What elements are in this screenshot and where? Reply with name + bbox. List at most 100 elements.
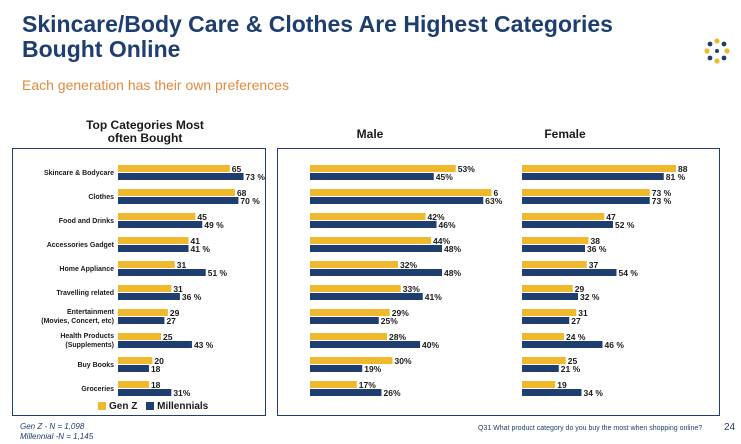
chart-legend: Gen Z Millennials (98, 401, 214, 412)
data-label: 31 (177, 260, 187, 270)
data-label: 6 (494, 188, 499, 198)
genz-bar-0 (118, 237, 189, 244)
data-label: 63% (485, 196, 502, 206)
data-label: 32% (400, 260, 417, 270)
millennials-bar-0 (118, 293, 180, 300)
data-label: 41 % (191, 244, 211, 254)
data-label: 68 (237, 188, 247, 198)
data-label: 19 (557, 380, 567, 390)
legend-label-genz: Gen Z (109, 401, 138, 412)
data-label: 40% (422, 340, 439, 350)
data-label: 18 (151, 364, 161, 374)
data-label: 21 % (561, 364, 581, 374)
data-label: 38 (591, 236, 601, 246)
data-label: 29 (170, 308, 180, 318)
category-label: Groceries (81, 386, 114, 393)
data-label: 53% (458, 164, 475, 174)
category-label: Clothes (88, 194, 114, 201)
data-label: 32 % (580, 292, 600, 302)
data-label: 42% (428, 212, 445, 222)
data-label: 33% (403, 284, 420, 294)
genz-bar-0 (118, 381, 149, 388)
genz-bar-2 (522, 237, 589, 244)
data-label: 45 (197, 212, 207, 222)
millennials-bar-1 (310, 341, 420, 348)
millennials-bar-0 (118, 365, 149, 372)
data-label: 27 (571, 316, 581, 326)
data-label: 81 % (666, 172, 686, 182)
category-label: Food and Drinks (59, 218, 114, 225)
data-label: 29 (575, 284, 585, 294)
page-title: Skincare/Body Care & Clothes Are Highest… (22, 11, 613, 62)
millennial-sample-note: Millennial -N = 1,145 (20, 432, 94, 441)
genz-bar-0 (118, 261, 175, 268)
data-label: 25 (568, 356, 578, 366)
data-label: 17% (359, 380, 376, 390)
genz-bar-2 (522, 285, 573, 292)
survey-question: Q31 What product category do you buy the… (478, 425, 703, 432)
data-label: 36 % (182, 292, 202, 302)
genz-bar-2 (522, 381, 556, 388)
data-label: 46% (439, 220, 456, 230)
genz-bar-0 (118, 333, 161, 340)
genz-bar-2 (522, 261, 587, 268)
millennials-bar-0 (118, 341, 192, 348)
genz-bar-1 (310, 381, 357, 388)
legend-item-millennials: Millennials (146, 401, 208, 412)
left-chart-panel (12, 148, 266, 416)
genz-bar-0 (118, 357, 153, 364)
data-label: 19% (364, 364, 381, 374)
data-label: 51 % (208, 268, 228, 278)
genz-bar-1 (310, 309, 390, 316)
genz-bar-0 (118, 213, 196, 220)
data-label: 73 % (652, 196, 672, 206)
legend-swatch-genz (98, 402, 106, 410)
data-label: 25% (381, 316, 398, 326)
genz-bar-2 (522, 189, 650, 196)
data-label: 73 % (652, 188, 672, 198)
millennials-bar-2 (522, 197, 650, 204)
data-label: 27 (166, 316, 176, 326)
genz-bar-1 (310, 237, 431, 244)
data-label: 48% (444, 268, 461, 278)
data-label: 30% (395, 356, 412, 366)
data-label: 31 (578, 308, 588, 318)
category-label: Entertainment (Movies, Concert, etc) (41, 309, 114, 325)
millennials-bar-0 (118, 269, 206, 276)
data-label: 26% (384, 388, 401, 398)
genz-bar-1 (310, 261, 398, 268)
category-label: Travelling related (56, 290, 114, 297)
data-label: 25 (163, 332, 173, 342)
data-label: 54 % (619, 268, 639, 278)
dots-logo-icon (704, 38, 730, 64)
millennials-bar-2 (522, 341, 603, 348)
data-label: 34 % (584, 388, 604, 398)
millennials-bar-0 (118, 317, 165, 324)
legend-swatch-millennials (146, 402, 155, 410)
data-label: 36 % (587, 244, 607, 254)
legend-item-genz: Gen Z (98, 401, 137, 412)
millennials-bar-1 (310, 173, 434, 180)
genz-bar-0 (118, 285, 172, 292)
data-label: 70 % (240, 196, 260, 206)
data-label: 43 % (194, 340, 214, 350)
left-chart-heading: Top Categories Most often Bought (86, 118, 204, 145)
category-label: Skincare & Bodycare (44, 170, 114, 177)
data-label: 20 (154, 356, 164, 366)
millennials-bar-2 (522, 389, 582, 396)
millennials-bar-1 (310, 389, 382, 396)
millennials-bar-1 (310, 245, 442, 252)
genz-bar-2 (522, 357, 566, 364)
genz-bar-1 (310, 333, 387, 340)
genz-bar-0 (118, 189, 235, 196)
data-label: 49 % (204, 220, 224, 230)
category-label: Accessories Gadget (47, 242, 115, 249)
data-label: 73 % (246, 172, 266, 182)
genz-bar-0 (118, 309, 168, 316)
data-label: 41% (425, 292, 442, 302)
female-chart-heading: Female (544, 127, 586, 141)
millennials-bar-2 (522, 293, 578, 300)
data-label: 46 % (605, 340, 625, 350)
millennials-bar-2 (522, 245, 585, 252)
millennials-bar-2 (522, 365, 559, 372)
